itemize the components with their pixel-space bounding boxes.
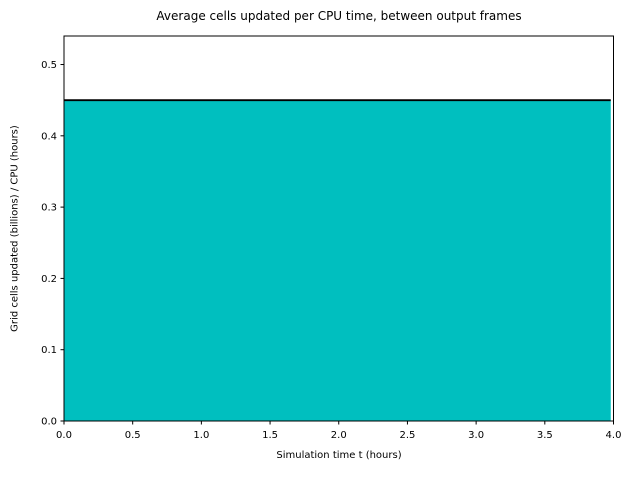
y-tick-label: 0.1 bbox=[41, 345, 57, 356]
y-tick-label: 0.0 bbox=[41, 417, 57, 428]
y-tick-label: 0.3 bbox=[41, 203, 57, 214]
x-tick-label: 3.0 bbox=[468, 430, 484, 441]
x-tick-label: 0.0 bbox=[56, 430, 72, 441]
x-tick-label: 2.5 bbox=[399, 430, 415, 441]
x-tick-label: 3.5 bbox=[537, 430, 553, 441]
y-tick-label: 0.5 bbox=[41, 60, 57, 71]
y-tick-label: 0.4 bbox=[41, 131, 57, 142]
x-tick-label: 1.5 bbox=[262, 430, 278, 441]
x-tick-label: 4.0 bbox=[606, 430, 622, 441]
chart-title: Average cells updated per CPU time, betw… bbox=[156, 9, 522, 23]
area-fill bbox=[64, 100, 611, 422]
x-tick-label: 1.0 bbox=[193, 430, 209, 441]
x-axis-label: Simulation time t (hours) bbox=[276, 450, 402, 461]
x-tick-label: 0.5 bbox=[125, 430, 141, 441]
y-tick-label: 0.2 bbox=[41, 274, 57, 285]
x-tick-label: 2.0 bbox=[331, 430, 347, 441]
